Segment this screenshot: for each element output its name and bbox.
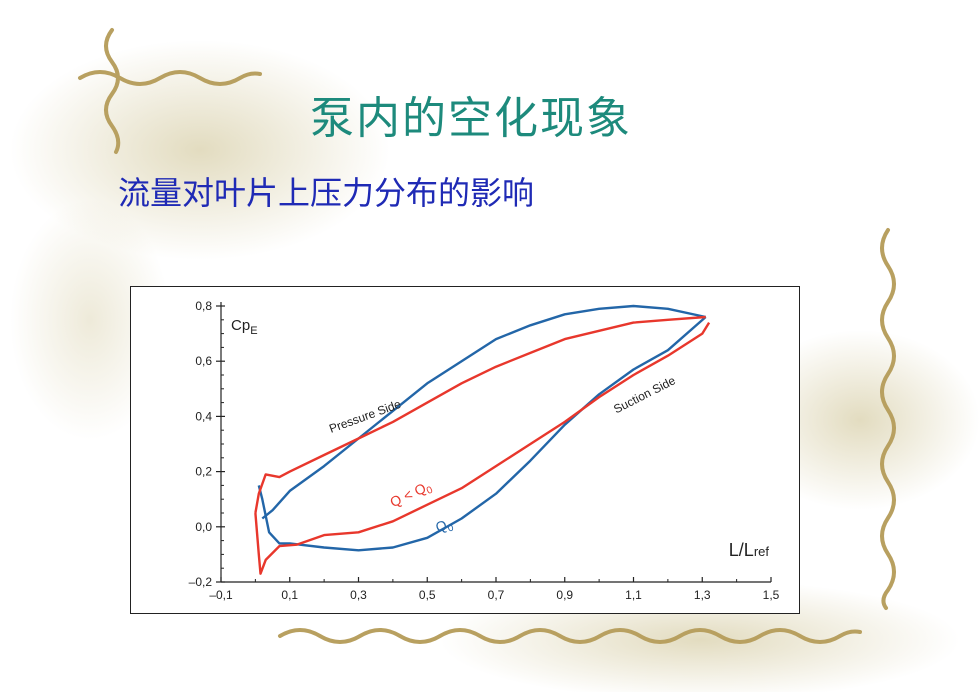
flower-blot-right [740,330,980,510]
x-tick-label: 0,5 [419,588,436,602]
y-tick-label: 0,4 [195,409,212,423]
y-tick-label: 0,6 [195,354,212,368]
y-tick-label: 0,8 [195,299,212,313]
series-q_less_q0-suction-side-line [254,321,711,575]
q0-annotation: Q0 [434,515,456,538]
slide-title: 泵内的空化现象 [310,93,632,144]
q-less-q0-annotation: Q < Q0 [387,477,435,513]
pressure-distribution-chart: 0,8 0,6 0,4 0,2 0,0 –0,2–0,1 0,1 0,3 0,5 0,7 0,9 1,… [189,299,780,602]
y-tick-label: –0,2 [189,575,213,589]
x-axis-label: L/Lref [729,540,770,560]
pressure-side-annotation: Pressure Side [327,397,403,436]
x-tick-label: 0,9 [556,588,573,602]
y-tick-label: 0,0 [195,520,212,534]
x-tick-label: 0,3 [350,588,367,602]
x-tick-label: 0,7 [488,588,505,602]
vine-right [880,228,896,610]
x-tick-label: 1,3 [694,588,711,602]
slide-subtitle: 流量对叶片上压力分布的影响 [118,174,535,212]
series-q0-suction-side-line [257,316,707,552]
vine-bottom [278,628,862,644]
x-tick-label: –0,1 [209,588,233,602]
series-q0-pressure-side-line [261,304,706,520]
x-tick-label: 0,1 [281,588,298,602]
vine-top-left [78,28,262,154]
y-axis-label: CpE [231,317,258,337]
y-tick-label: 0,2 [195,465,212,479]
series-q_less_q0-pressure-side-line [254,315,706,514]
x-tick-label: 1,1 [625,588,642,602]
chart-frame: 0,8 0,6 0,4 0,2 0,0 –0,2 –0,1 0,1 0,3 0,5 0,7 0,9 1,… [130,286,800,614]
x-tick-label: 1,5 [763,588,780,602]
